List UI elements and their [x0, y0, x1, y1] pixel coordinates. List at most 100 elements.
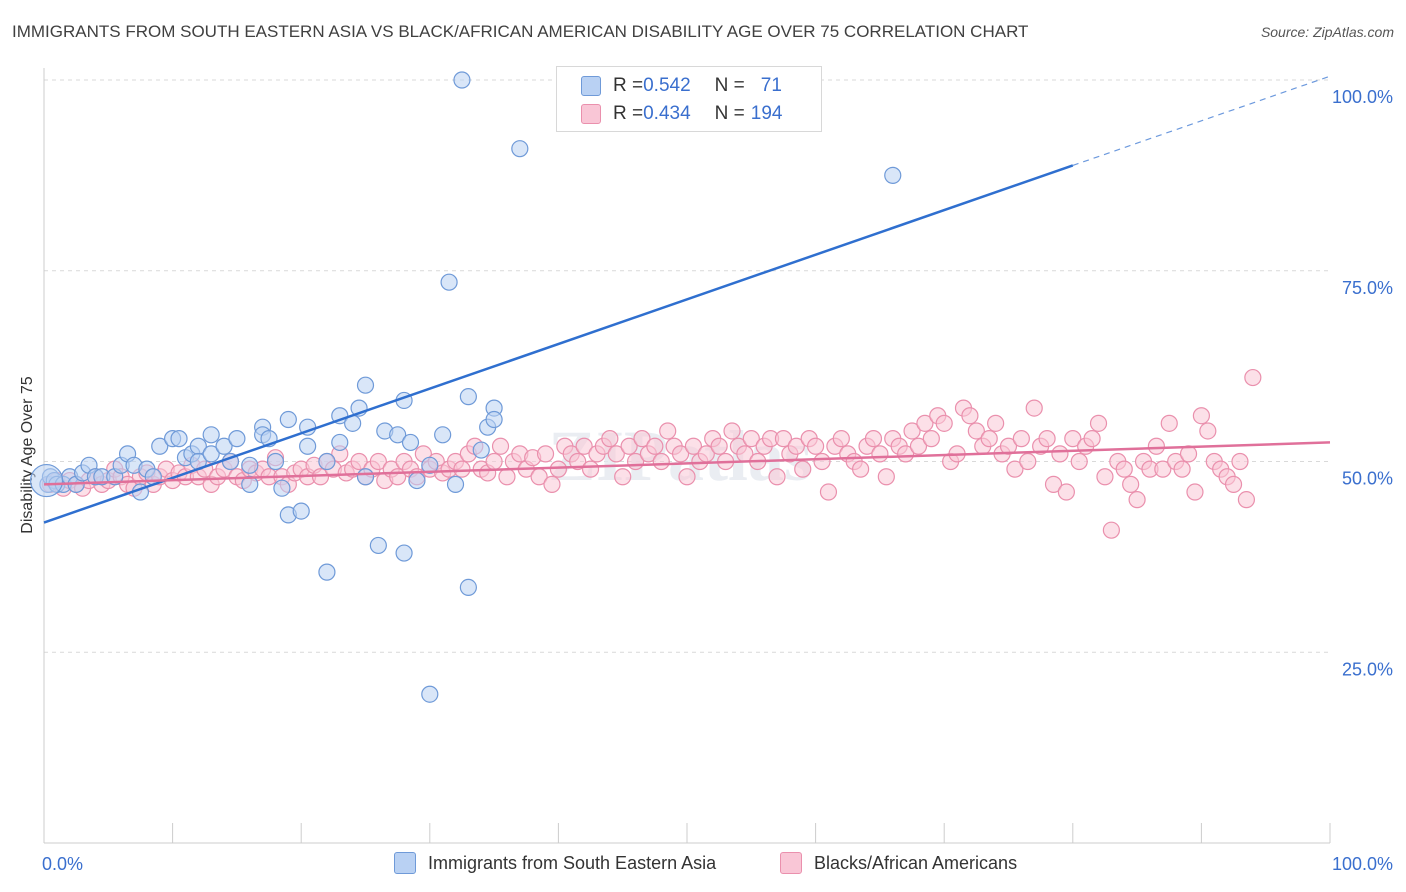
- data-point-blacks: [536, 445, 555, 463]
- data-point-blacks: [684, 437, 703, 455]
- data-point-blacks: [601, 430, 619, 448]
- data-point-blacks: [806, 437, 825, 455]
- data-point-immigrants: [318, 563, 336, 581]
- data-point-blacks: [774, 430, 793, 448]
- data-point-blacks: [922, 430, 940, 448]
- data-point-blacks: [852, 460, 870, 478]
- n-label: N =: [714, 75, 745, 96]
- data-point-immigrants: [446, 475, 465, 493]
- data-point-immigrants: [318, 452, 336, 471]
- data-point-blacks: [768, 468, 786, 486]
- data-point-blacks: [1070, 452, 1088, 471]
- legend-item-immigrants[interactable]: Immigrants from South Eastern Asia: [394, 852, 716, 874]
- data-point-immigrants: [884, 166, 902, 184]
- data-point-blacks: [633, 430, 651, 448]
- y-tick-label: 50.0%: [1342, 469, 1393, 489]
- data-point-blacks: [1231, 452, 1249, 471]
- r-value: 0.542: [643, 75, 691, 96]
- data-point-immigrants: [401, 433, 420, 452]
- data-point-immigrants: [434, 426, 452, 444]
- data-point-immigrants: [453, 71, 471, 89]
- data-point-immigrants: [440, 273, 458, 291]
- data-point-blacks: [742, 430, 760, 448]
- data-point-blacks: [832, 430, 850, 448]
- data-point-blacks: [1199, 422, 1217, 440]
- n-label: N =: [714, 103, 745, 124]
- data-point-blacks: [1244, 368, 1262, 387]
- data-point-blacks: [723, 422, 741, 440]
- data-point-immigrants: [511, 140, 529, 158]
- legend-swatch-pink: [780, 852, 802, 874]
- data-point-blacks: [1057, 483, 1075, 501]
- data-point-immigrants: [421, 456, 439, 474]
- data-point-immigrants: [170, 430, 188, 448]
- stats-legend: R = 0.542 N = 71 R = 0.434 N = 194: [556, 66, 822, 132]
- data-point-blacks: [671, 445, 690, 463]
- data-point-blacks: [498, 468, 516, 486]
- data-point-blacks: [916, 414, 934, 432]
- data-point-blacks: [678, 468, 696, 486]
- gridlines: [44, 79, 1330, 653]
- data-point-blacks: [1173, 460, 1191, 478]
- x-tick-label-max: 100.0%: [1332, 854, 1393, 874]
- data-point-blacks: [1096, 468, 1114, 486]
- legend-swatch-blue: [581, 76, 601, 96]
- data-point-immigrants: [273, 479, 291, 497]
- data-point-blacks: [1147, 437, 1165, 455]
- data-point-blacks: [1154, 460, 1172, 478]
- source-label: Source: ZipAtlas.com: [1260, 24, 1394, 40]
- data-point-blacks: [961, 407, 979, 425]
- y-tick-label: 25.0%: [1342, 659, 1393, 679]
- data-point-immigrants: [202, 426, 220, 444]
- data-point-immigrants: [459, 388, 477, 406]
- data-point-blacks: [1038, 430, 1056, 448]
- data-point-blacks: [935, 414, 953, 432]
- data-point-blacks: [909, 437, 928, 455]
- data-point-immigrants: [369, 536, 387, 555]
- data-point-blacks: [491, 437, 510, 455]
- n-value: 194: [750, 103, 783, 124]
- data-point-immigrants-large: [29, 463, 64, 498]
- data-point-blacks: [369, 452, 387, 471]
- data-point-blacks: [819, 483, 838, 501]
- y-tick-label: 100.0%: [1332, 87, 1393, 107]
- data-point-immigrants: [202, 445, 220, 463]
- legend-swatch-pink: [581, 104, 601, 124]
- stats-legend-row-blue: R = 0.542 N = 71: [581, 71, 782, 101]
- data-point-blacks: [1089, 414, 1108, 432]
- data-point-blacks: [549, 460, 568, 478]
- data-point-blacks: [999, 437, 1018, 455]
- data-point-blacks: [1006, 460, 1024, 478]
- r-label: R =: [613, 75, 644, 96]
- data-point-blacks: [1044, 475, 1063, 493]
- data-point-blacks: [1224, 475, 1243, 493]
- data-point-immigrants: [356, 376, 375, 394]
- x-tick-label-min: 0.0%: [42, 854, 83, 874]
- data-point-blacks: [877, 468, 895, 486]
- legend-swatch-blue: [394, 852, 416, 874]
- data-point-immigrants: [389, 426, 407, 444]
- r-label: R =: [613, 103, 644, 124]
- trend-lines: [43, 75, 1331, 524]
- data-point-blacks: [967, 422, 985, 440]
- series-legend: Immigrants from South Eastern Asia Black…: [0, 852, 1406, 878]
- data-point-blacks: [1160, 414, 1178, 432]
- legend-item-blacks[interactable]: Blacks/African Americans: [780, 852, 1017, 874]
- trend-line-immigrants-extension: [1072, 75, 1331, 167]
- data-point-immigrants: [459, 578, 477, 596]
- data-point-immigrants: [241, 456, 259, 474]
- axes: [43, 68, 1331, 844]
- data-point-blacks: [1051, 445, 1069, 463]
- data-point-immigrants: [266, 452, 285, 471]
- data-point-blacks: [1102, 521, 1120, 539]
- data-point-blacks: [614, 468, 632, 486]
- data-point-blacks: [871, 445, 889, 463]
- data-point-blacks: [1012, 430, 1030, 448]
- data-point-blacks: [1128, 491, 1146, 509]
- data-point-blacks: [794, 460, 812, 478]
- data-point-blacks: [1064, 430, 1082, 448]
- data-point-immigrants: [228, 430, 246, 448]
- data-point-immigrants: [241, 475, 259, 493]
- y-tick-label: 75.0%: [1342, 278, 1393, 298]
- data-point-blacks: [813, 452, 831, 471]
